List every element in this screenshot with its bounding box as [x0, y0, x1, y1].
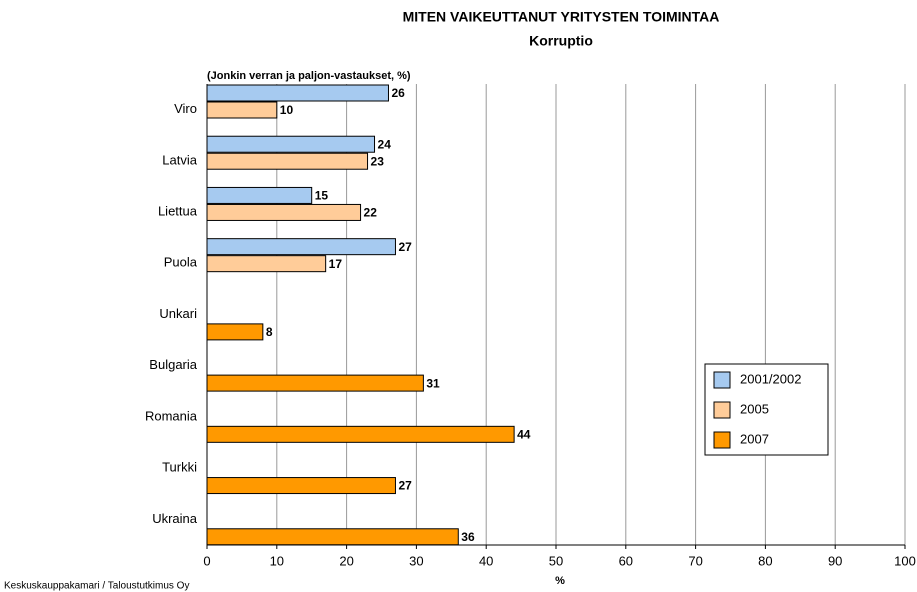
- bar: [206, 84, 389, 102]
- bar: [206, 528, 459, 546]
- legend-swatch: [713, 401, 731, 419]
- y-tick-label: Turkki: [162, 460, 197, 475]
- data-label: 10: [280, 103, 294, 117]
- data-label: 15: [315, 189, 329, 203]
- legend-label: 2007: [740, 431, 769, 446]
- y-tick-label: Unkari: [159, 306, 197, 321]
- x-tick-label: 50: [549, 553, 563, 568]
- data-label: 31: [426, 376, 440, 390]
- bar: [206, 135, 376, 153]
- annotation: (Jonkin verran ja paljon-vastaukset, %): [207, 70, 411, 82]
- y-tick-label: Romania: [145, 408, 198, 423]
- x-tick-label: 90: [828, 553, 842, 568]
- bar: [206, 203, 362, 221]
- x-tick-label: 30: [409, 553, 423, 568]
- x-tick-label: 70: [688, 553, 702, 568]
- bar: [206, 425, 515, 443]
- x-tick-label: 40: [479, 553, 493, 568]
- legend-label: 2005: [740, 401, 769, 416]
- bar: [206, 238, 396, 256]
- data-label: 27: [398, 479, 412, 493]
- data-label: 27: [398, 240, 412, 254]
- y-tick-label: Bulgaria: [149, 357, 197, 372]
- bar: [206, 152, 369, 170]
- x-tick-label: 10: [270, 553, 284, 568]
- bar: [206, 255, 327, 273]
- y-tick-label: Ukraina: [152, 511, 198, 526]
- x-tick-label: 60: [619, 553, 633, 568]
- x-tick-label: 0: [203, 553, 210, 568]
- x-axis-label: %: [555, 575, 565, 587]
- legend-swatch: [713, 431, 731, 449]
- bar: [206, 477, 396, 495]
- bar: [206, 101, 278, 119]
- legend-label: 2001/2002: [740, 371, 801, 386]
- y-tick-label: Latvia: [162, 152, 197, 167]
- data-label: 44: [517, 428, 531, 442]
- data-label: 8: [266, 325, 273, 339]
- legend-swatch: [713, 371, 731, 389]
- data-label: 24: [378, 137, 392, 151]
- x-tick-label: 20: [339, 553, 353, 568]
- y-tick-label: Puola: [164, 255, 198, 270]
- data-label: 26: [391, 86, 405, 100]
- bar: [206, 323, 264, 341]
- data-label: 22: [364, 206, 378, 220]
- y-tick-label: Liettua: [158, 203, 198, 218]
- data-label: 17: [329, 257, 343, 271]
- chart-title: MITEN VAIKEUTTANUT YRITYSTEN TOIMINTAA: [403, 9, 720, 25]
- x-tick-label: 80: [758, 553, 772, 568]
- data-label: 36: [461, 530, 475, 544]
- data-label: 23: [371, 154, 385, 168]
- source: Keskuskauppakamari / Taloustutkimus Oy: [4, 581, 189, 592]
- y-tick-label: Viro: [174, 101, 197, 116]
- x-tick-label: 100: [894, 553, 916, 568]
- bar: [206, 186, 313, 204]
- chart-subtitle: Korruptio: [529, 33, 593, 49]
- bar: [206, 374, 424, 392]
